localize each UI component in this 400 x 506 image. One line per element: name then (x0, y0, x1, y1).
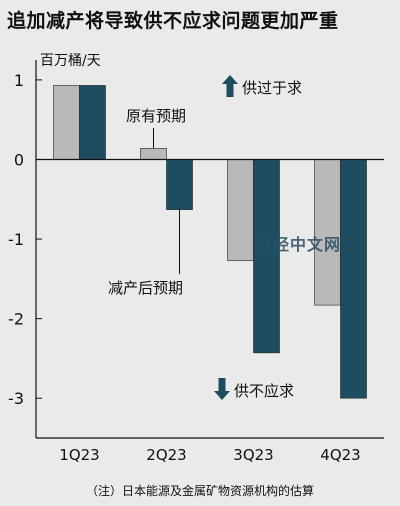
y-tick-label: -3 (8, 389, 24, 408)
arrow-up-icon (222, 75, 238, 97)
bar-after-cut-2Q23 (166, 159, 193, 210)
bar-original-3Q23 (227, 159, 254, 261)
x-tick-label: 2Q23 (146, 446, 186, 464)
chart-title: 追加减产将导致供不应求问题更加严重 (7, 10, 339, 32)
legend-label-after-cut: 减产后预期 (108, 279, 183, 297)
bar-after-cut-4Q23 (340, 159, 367, 399)
watermark: 日经中文网 (256, 235, 342, 254)
y-tick-label: -2 (8, 310, 24, 329)
y-tick-label: 0 (14, 150, 24, 169)
legend-label-original: 原有预期 (126, 107, 186, 125)
bar-original-1Q23 (53, 85, 80, 160)
y-axis-unit-label: 百万桶/天 (40, 53, 101, 69)
x-tick-label: 4Q23 (320, 446, 360, 464)
bar-after-cut-1Q23 (79, 85, 106, 160)
bar-original-2Q23 (140, 148, 167, 160)
annotation-surplus: 供过于求 (242, 79, 302, 97)
y-tick-label: -1 (8, 230, 24, 249)
bar-after-cut-3Q23 (253, 159, 280, 354)
x-tick-label: 3Q23 (233, 446, 273, 464)
x-tick-label: 1Q23 (59, 446, 99, 464)
y-tick-label: 1 (14, 71, 24, 90)
annotation-deficit: 供不应求 (234, 382, 294, 400)
footnote: （注）日本能源及金属矿物资源机构的估算 (85, 484, 314, 498)
arrow-down-icon (214, 378, 230, 400)
